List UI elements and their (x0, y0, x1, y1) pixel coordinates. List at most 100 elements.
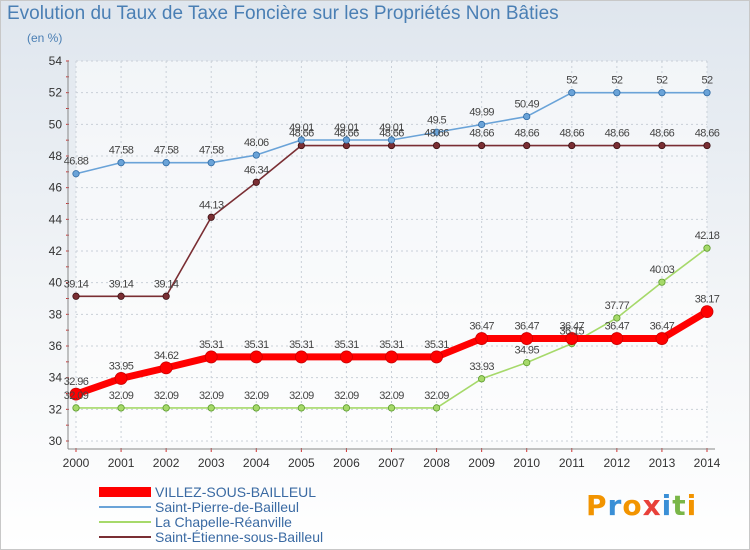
data-label-saint-etienne: 48.66 (695, 128, 720, 140)
data-label-saint-etienne: 48.66 (334, 128, 359, 140)
data-label-saint-etienne: 48.66 (560, 128, 585, 140)
data-label-la-chapelle: 32.09 (424, 390, 449, 402)
data-point-saint-etienne (658, 141, 666, 150)
data-label-la-chapelle: 42.18 (695, 230, 720, 242)
data-point-saint-etienne (613, 141, 621, 150)
data-point-saint-etienne (703, 141, 711, 150)
data-point-villez (430, 350, 443, 364)
legend-swatch-saint-pierre (99, 506, 151, 508)
data-label-la-chapelle: 32.09 (109, 390, 134, 402)
brand-logo: Proxiti (586, 489, 697, 522)
data-point-villez (204, 350, 218, 364)
legend-label-la-chapelle: La Chapelle-Réanville (155, 514, 292, 530)
data-point-villez (655, 332, 669, 345)
data-label-saint-pierre: 52 (656, 75, 668, 87)
data-point-villez (520, 332, 534, 345)
data-label-villez: 34.62 (154, 350, 179, 362)
y-tick-label: 48 (49, 149, 63, 163)
data-label-saint-pierre: 52 (611, 75, 623, 87)
data-point-saint-etienne (72, 292, 80, 300)
data-point-saint-pierre (252, 151, 260, 159)
data-point-villez (249, 350, 263, 364)
data-point-saint-etienne (568, 141, 576, 150)
data-label-la-chapelle: 32.09 (289, 390, 314, 402)
y-tick-label: 32 (49, 402, 63, 416)
data-label-saint-pierre: 47.58 (199, 145, 224, 157)
data-point-saint-pierre (387, 136, 396, 144)
x-tick-label: 2005 (288, 456, 315, 470)
x-tick-label: 2009 (468, 456, 495, 470)
data-point-saint-pierre (432, 128, 441, 136)
data-label-la-chapelle: 33.93 (469, 361, 494, 373)
data-point-saint-etienne (523, 141, 531, 150)
legend-swatch-saint-etienne (99, 536, 151, 538)
data-label-saint-pierre: 48.06 (244, 137, 269, 149)
data-point-villez (610, 332, 624, 345)
data-label-la-chapelle: 34.95 (514, 345, 539, 357)
data-point-saint-etienne (432, 141, 441, 150)
data-label-saint-pierre: 46.88 (64, 156, 89, 168)
data-point-la-chapelle (207, 404, 215, 412)
data-label-villez: 36.47 (605, 321, 630, 333)
data-label-la-chapelle: 32.09 (154, 390, 179, 402)
brand-letter: o (622, 489, 643, 522)
data-label-saint-etienne: 48.66 (514, 128, 539, 140)
data-point-saint-pierre (117, 159, 125, 167)
data-point-saint-etienne (207, 213, 215, 221)
data-label-saint-pierre: 49.5 (427, 114, 446, 126)
x-tick-label: 2010 (513, 456, 540, 470)
data-point-villez (159, 361, 173, 375)
data-label-villez: 36.47 (469, 321, 494, 333)
x-tick-label: 2014 (694, 456, 721, 470)
data-label-la-chapelle: 32.09 (244, 390, 269, 402)
data-label-saint-etienne: 48.66 (424, 128, 449, 140)
data-point-la-chapelle (162, 404, 170, 412)
y-tick-label: 42 (49, 244, 63, 258)
data-label-saint-etienne: 48.66 (650, 128, 675, 140)
data-label-villez: 36.47 (560, 321, 585, 333)
brand-letter: i (686, 489, 698, 522)
data-label-la-chapelle: 32.09 (64, 390, 89, 402)
data-label-villez: 35.31 (424, 339, 449, 351)
legend-swatch-villez (99, 487, 151, 497)
data-label-la-chapelle: 37.77 (605, 300, 630, 312)
data-point-villez (69, 387, 83, 401)
y-tick-label: 54 (49, 54, 63, 68)
data-point-saint-pierre (658, 89, 666, 97)
data-point-villez (294, 350, 308, 364)
y-tick-label: 44 (49, 212, 63, 226)
data-point-saint-pierre (297, 136, 305, 144)
data-label-la-chapelle: 32.09 (334, 390, 359, 402)
data-label-la-chapelle: 40.03 (650, 264, 675, 276)
data-point-villez (565, 332, 579, 345)
data-point-la-chapelle (523, 359, 531, 367)
legend-label-saint-pierre: Saint-Pierre-de-Bailleul (155, 499, 299, 515)
data-label-saint-pierre: 49.01 (379, 122, 404, 134)
data-point-la-chapelle (387, 404, 396, 412)
data-label-saint-pierre: 49.01 (289, 122, 314, 134)
data-point-saint-pierre (342, 136, 351, 144)
data-point-saint-pierre (162, 159, 170, 167)
x-tick-label: 2012 (604, 456, 631, 470)
x-tick-label: 2007 (378, 456, 405, 470)
data-label-la-chapelle: 36.15 (560, 326, 585, 338)
data-label-villez: 35.31 (379, 339, 404, 351)
y-tick-label: 38 (49, 307, 63, 321)
data-label-la-chapelle: 32.09 (379, 390, 404, 402)
chart-title: Evolution du Taux de Taxe Foncière sur l… (7, 3, 559, 24)
data-point-villez (385, 350, 398, 364)
data-point-la-chapelle (252, 404, 260, 412)
y-tick-label: 40 (49, 276, 63, 290)
data-label-villez: 32.96 (64, 376, 89, 388)
data-point-la-chapelle (432, 404, 441, 412)
brand-letter: x (642, 489, 662, 522)
data-point-villez (340, 350, 353, 364)
data-label-la-chapelle: 32.09 (199, 390, 224, 402)
data-point-la-chapelle (342, 404, 351, 412)
data-label-saint-pierre: 52 (701, 75, 713, 87)
data-point-saint-pierre (613, 89, 621, 97)
data-point-saint-pierre (72, 170, 80, 178)
chart-subtitle: (en %) (27, 31, 63, 45)
